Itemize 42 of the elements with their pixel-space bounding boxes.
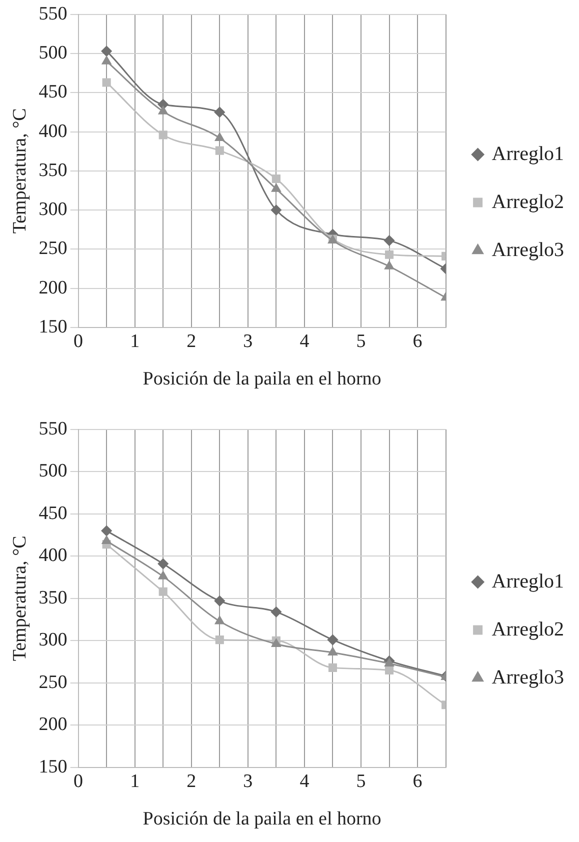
y-tick-label: 300 xyxy=(38,630,68,651)
y-tick-label: 250 xyxy=(38,238,68,260)
x-tick-label: 6 xyxy=(412,770,422,792)
y-axis-title: Temperatura, °C xyxy=(9,536,30,662)
legend-label: Arreglo2 xyxy=(492,618,564,640)
legend-label: Arreglo2 xyxy=(492,190,564,213)
x-tick-label: 6 xyxy=(412,330,422,352)
x-tick-label: 3 xyxy=(243,770,253,792)
x-axis-title: Posición de la paila en el horno xyxy=(142,368,382,390)
y-tick-label: 350 xyxy=(38,160,68,181)
y-tick-label: 350 xyxy=(38,587,68,608)
x-tick-label: 0 xyxy=(74,770,84,792)
y-tick-label: 500 xyxy=(38,460,68,482)
x-tick-label: 2 xyxy=(186,770,196,792)
x-axis-title: Posición de la paila en el horno xyxy=(142,808,382,830)
y-tick-label: 450 xyxy=(38,82,68,103)
y-tick-label: 450 xyxy=(38,502,68,524)
y-tick-label: 550 xyxy=(38,3,68,24)
y-tick-label: 250 xyxy=(38,672,68,693)
x-tick-label: 0 xyxy=(74,330,84,352)
x-tick-label: 4 xyxy=(300,330,310,352)
y-tick-label: 400 xyxy=(38,120,68,142)
y-tick-label: 550 xyxy=(38,418,68,440)
x-tick-label: 4 xyxy=(300,770,310,792)
x-tick-label: 5 xyxy=(356,330,366,352)
legend-label: Arreglo1 xyxy=(492,570,564,592)
y-tick-label: 150 xyxy=(38,756,68,778)
x-tick-label: 1 xyxy=(130,770,140,792)
legend-label: Arreglo3 xyxy=(492,238,564,261)
y-tick-label: 400 xyxy=(38,545,68,566)
y-tick-label: 200 xyxy=(38,277,68,298)
y-tick-label: 200 xyxy=(38,714,68,736)
x-tick-label: 2 xyxy=(186,330,196,352)
y-axis-title: Temperatura, °C xyxy=(9,108,30,234)
legend-label: Arreglo1 xyxy=(492,142,564,165)
x-tick-label: 1 xyxy=(130,330,140,352)
x-tick-label: 5 xyxy=(356,770,366,792)
x-tick-label: 3 xyxy=(243,330,253,352)
y-tick-label: 500 xyxy=(38,42,68,64)
y-tick-label: 300 xyxy=(38,199,68,220)
y-tick-label: 150 xyxy=(38,316,68,338)
legend-label: Arreglo3 xyxy=(492,666,564,688)
